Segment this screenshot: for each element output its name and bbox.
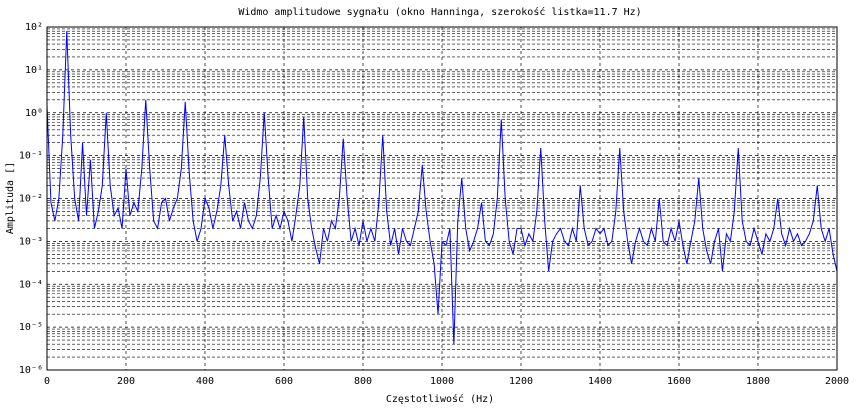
y-tick-label: 10¹ (25, 65, 43, 76)
x-tick-label: 0 (44, 376, 50, 387)
y-tick-label: 10⁻⁶ (19, 365, 43, 376)
x-tick-label: 1000 (430, 376, 454, 387)
x-axis-label: Częstotliwość (Hz) (386, 393, 494, 405)
x-tick-label: 1600 (667, 376, 691, 387)
y-tick-label: 10⁻⁵ (19, 322, 43, 333)
x-tick-label: 1200 (509, 376, 533, 387)
chart-title: Widmo amplitudowe sygnału (okno Hanninga… (238, 6, 641, 18)
x-tick-label: 2000 (825, 376, 849, 387)
y-tick-label: 10⁻¹ (19, 151, 43, 162)
x-tick-label: 1400 (588, 376, 612, 387)
y-tick-label: 10⁻⁴ (19, 279, 43, 290)
spectrum-line (46, 31, 838, 345)
y-axis-label: Amplituda [] (5, 162, 16, 234)
y-tick-label: 10² (25, 22, 43, 33)
plot-frame (46, 26, 838, 371)
x-tick-label: 600 (275, 376, 293, 387)
x-tick-label: 200 (117, 376, 135, 387)
y-tick-label: 10⁻³ (19, 236, 43, 247)
x-tick-label: 1800 (746, 376, 770, 387)
x-tick-label: 800 (354, 376, 372, 387)
y-tick-label: 10⁰ (25, 108, 43, 119)
x-tick-label: 400 (196, 376, 214, 387)
y-tick-label: 10⁻² (19, 194, 43, 205)
